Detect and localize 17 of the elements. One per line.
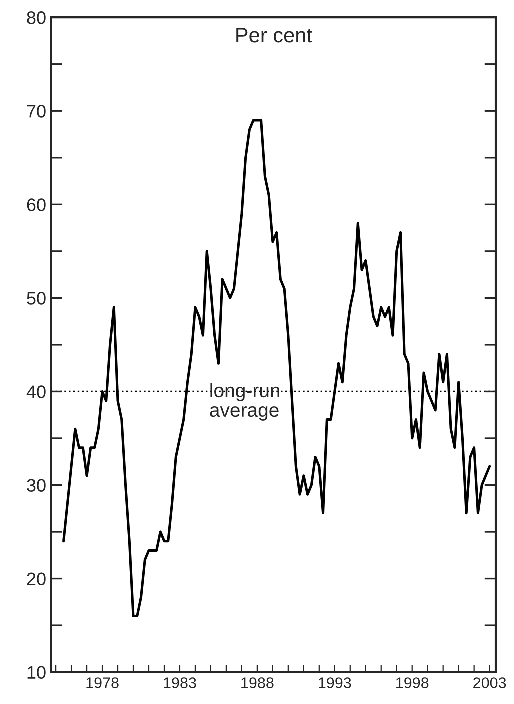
y-tick-label: 10	[28, 666, 46, 680]
y-tick-label: 60	[27, 198, 46, 212]
y-tick-label: 50	[27, 292, 46, 305]
y-tick-label: 70	[27, 105, 46, 118]
x-tick-label: 1978	[86, 678, 119, 688]
y-axis-title: Per cent	[236, 28, 312, 43]
x-tick-label: 1993	[319, 678, 352, 688]
y-tick-label: 40	[26, 386, 46, 398]
ref-line-label: long-run average	[210, 383, 280, 421]
x-tick-label: 2003	[474, 678, 506, 688]
y-tick-label: 30	[27, 479, 46, 492]
x-tick-label: 1988	[242, 678, 274, 688]
y-tick-label: 20	[27, 572, 46, 586]
line-series	[62, 119, 492, 618]
x-tick-label: 1998	[396, 678, 429, 688]
x-tick-label: 1983	[164, 678, 196, 688]
y-tick-label: 80	[27, 12, 46, 24]
